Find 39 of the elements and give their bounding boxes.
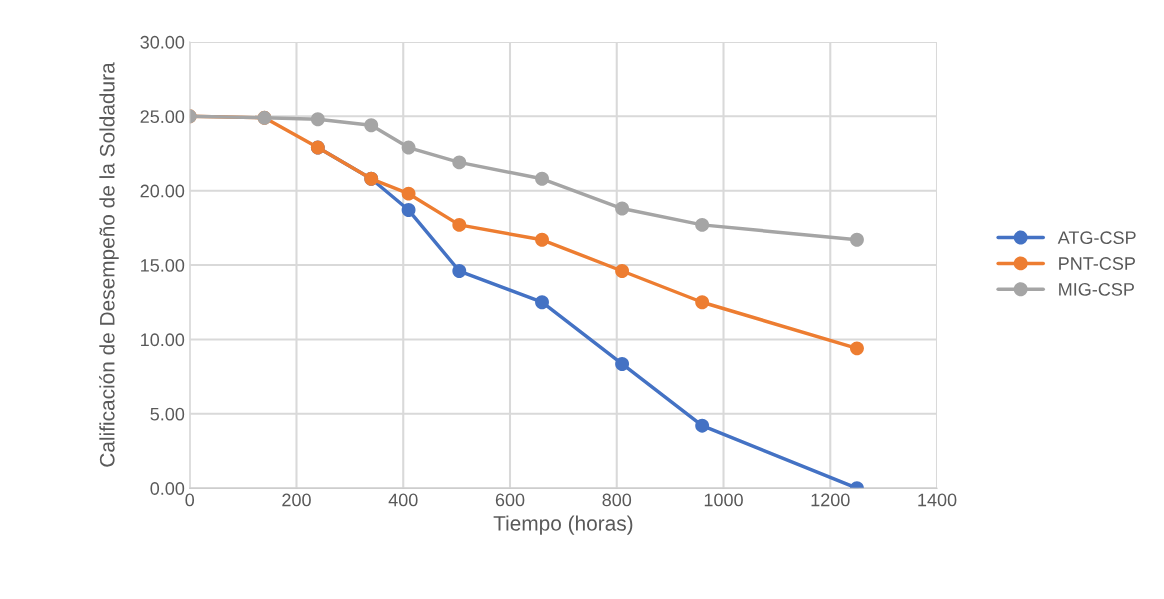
y-tick-label: 25.00 bbox=[140, 110, 185, 124]
point bbox=[401, 140, 416, 155]
point bbox=[452, 155, 467, 170]
point bbox=[535, 295, 549, 310]
point bbox=[695, 418, 710, 433]
y-axis-title: Calificación de Desempeño de la Soldadura bbox=[99, 62, 119, 467]
y-tick-label: 30.00 bbox=[140, 35, 185, 49]
x-tick-label: 1000 bbox=[704, 493, 743, 507]
point bbox=[615, 357, 630, 371]
x-tick-label: 1200 bbox=[811, 493, 850, 507]
point bbox=[615, 264, 630, 278]
x-tick-label: 0 bbox=[185, 493, 195, 507]
legend-label: MIG-CSP bbox=[1059, 282, 1134, 296]
point bbox=[401, 186, 416, 201]
x-tick-label: 200 bbox=[282, 493, 311, 507]
point bbox=[535, 232, 549, 247]
point bbox=[364, 118, 379, 133]
point bbox=[695, 295, 710, 310]
point bbox=[310, 112, 325, 127]
x-tick-label: 400 bbox=[388, 493, 418, 507]
x-axis-title: Tiempo (horas) bbox=[493, 515, 633, 535]
x-tick-label: 600 bbox=[495, 493, 525, 507]
legend-label: PNT-CSP bbox=[1059, 257, 1135, 270]
point bbox=[401, 203, 416, 217]
point bbox=[452, 217, 467, 232]
y-tick-label: 20.00 bbox=[140, 184, 185, 198]
point bbox=[535, 171, 549, 186]
point bbox=[850, 341, 864, 356]
legend-label: ATG-CSP bbox=[1057, 231, 1136, 245]
point bbox=[452, 264, 467, 278]
point bbox=[850, 232, 864, 247]
y-tick-label: 5.00 bbox=[150, 407, 185, 421]
y-tick-label: 10.00 bbox=[141, 333, 185, 347]
point bbox=[615, 201, 630, 216]
x-tick-label: 800 bbox=[602, 493, 632, 507]
point bbox=[695, 217, 710, 232]
y-tick-label: 15.00 bbox=[141, 258, 185, 272]
x-tick-label: 1400 bbox=[918, 493, 957, 507]
y-tick-label: 0.00 bbox=[150, 482, 185, 495]
